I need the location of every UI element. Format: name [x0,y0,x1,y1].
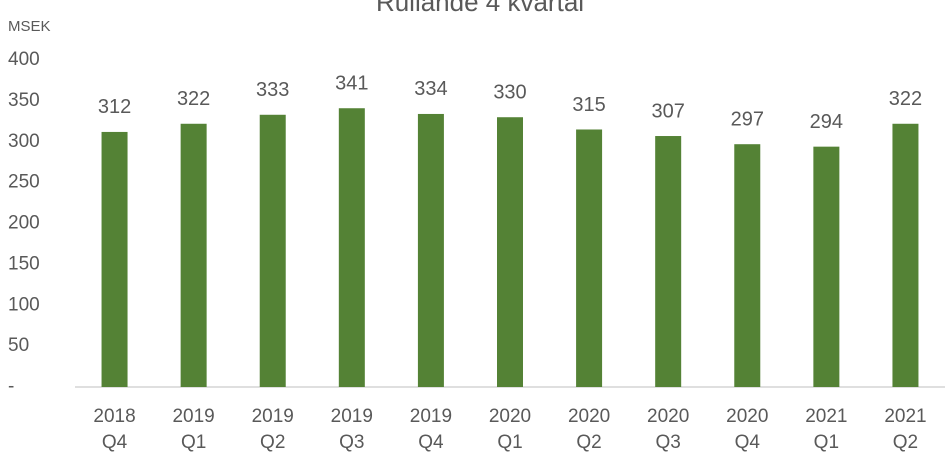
x-tick-label-line: 2020 [568,406,610,427]
x-tick-label-line: 2021 [884,406,926,427]
bar [417,113,444,387]
y-axis-label: MSEK [8,18,51,35]
y-tick-label: - [8,376,14,397]
bar [497,117,523,387]
x-tick-label: 2019 Q3 [331,406,373,453]
x-tick-label-line: 2019 [410,406,452,427]
bar [576,129,603,388]
x-tick-label: 2021 Q1 [805,406,847,453]
chart-title: Rullande 4 kvartal [376,0,584,17]
x-tick-label-line: Q2 [576,432,601,453]
bar [655,136,682,387]
x-tick-label-line: Q4 [418,432,444,453]
data-label: 322 [889,88,922,110]
bar [101,131,128,387]
x-tick-label-line: Q3 [339,432,364,453]
x-tick-label-line: Q4 [735,432,761,453]
bar [813,146,840,387]
bar [259,114,286,388]
x-tick-label-line: 2019 [252,406,294,427]
x-tick-label-line: Q3 [656,432,681,453]
y-tick-label: 100 [8,294,40,315]
x-tick-label-line: Q4 [102,432,128,453]
x-tick-label: 2021 Q2 [884,406,926,453]
x-tick-label-line: 2019 [331,406,373,427]
y-tick-label: 400 [8,49,40,70]
data-label: 330 [493,82,526,104]
x-tick-label-line: Q1 [181,432,206,453]
data-label: 307 [651,100,684,122]
x-tick-label-line: 2021 [805,406,847,427]
x-tick-label-line: Q1 [814,432,839,453]
x-tick-label: 2019 Q1 [172,406,214,453]
y-tick-label: 200 [8,213,40,234]
bar [180,123,207,387]
bar [734,144,761,387]
x-tick-label: 2018 Q4 [93,406,135,453]
x-tick-label-line: 2020 [726,406,768,427]
y-tick-label: 300 [8,131,40,152]
y-tick-label: 150 [8,253,40,274]
x-tick-label: 2019 Q4 [410,406,452,453]
data-label: 334 [414,78,447,100]
y-tick-label: 50 [8,335,29,356]
data-label: 297 [731,108,764,130]
data-label: 333 [256,79,289,101]
x-tick-label-line: 2018 [93,406,135,427]
data-label: 341 [335,73,368,95]
bar [892,123,919,387]
x-tick-label-line: Q2 [260,432,285,453]
x-tick-label: 2020 Q3 [647,406,689,453]
data-label: 315 [572,94,605,116]
x-tick-label-line: Q2 [893,432,918,453]
x-tick-label: 2019 Q2 [252,406,294,453]
data-label: 322 [177,88,210,110]
x-tick-label: 2020 Q4 [726,406,768,453]
y-tick-label: 250 [8,172,40,193]
x-tick-label: 2020 Q2 [568,406,610,453]
x-tick-label: 2020 Q1 [489,406,531,453]
data-label: 294 [810,111,843,133]
data-label: 312 [98,96,131,118]
y-tick-label: 350 [8,90,40,111]
x-tick-label-line: 2020 [489,406,531,427]
x-tick-label-line: 2019 [172,406,214,427]
bar [338,108,365,388]
x-tick-label-line: 2020 [647,406,689,427]
x-tick-label-line: Q1 [497,432,522,453]
